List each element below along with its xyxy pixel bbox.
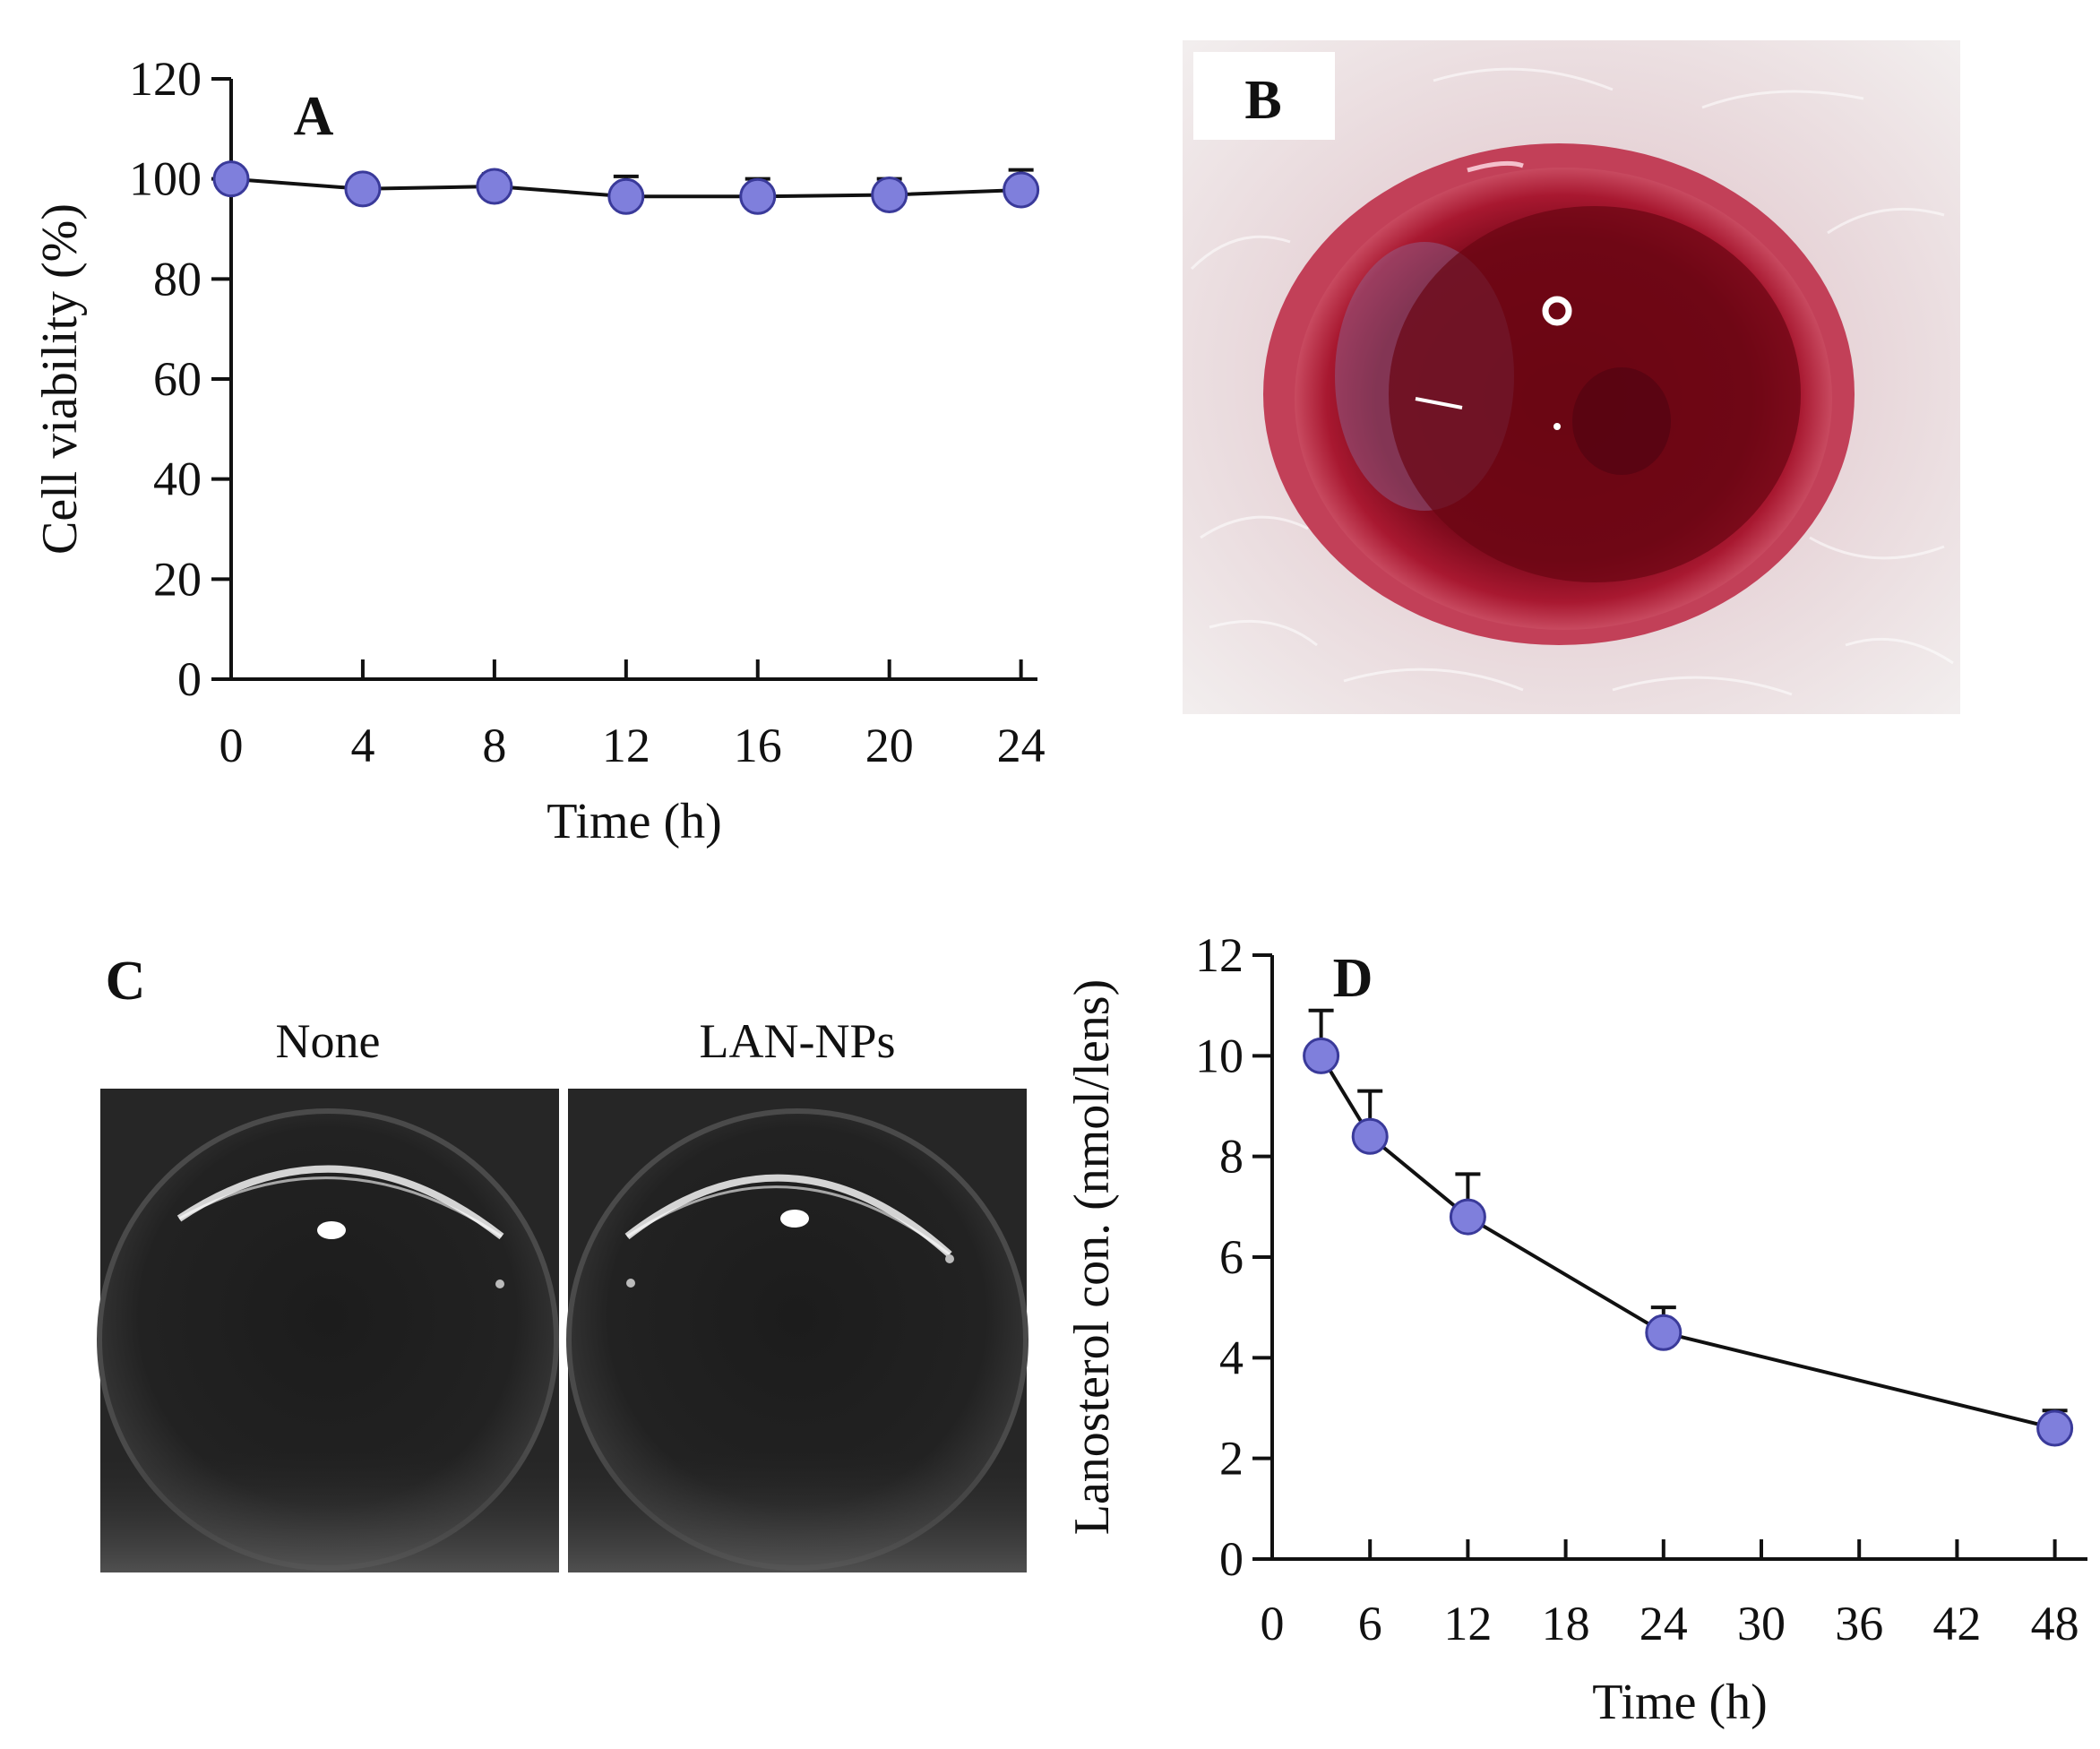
x-tick-label: 12 [602,719,650,772]
chart-title: A [294,86,334,147]
panel-b-label: B [1244,70,1281,131]
y-tick-label: 0 [1219,1532,1244,1586]
data-point [1303,1037,1340,1074]
specular-highlight [1542,296,1572,326]
y-axis-label: Cell viability (%) [32,203,88,555]
panel-c: C None LAN-NPs [97,951,1028,1572]
x-tick-label: 42 [1932,1597,1981,1650]
x-tick-label: 24 [997,719,1046,772]
data-point [1351,1117,1389,1155]
y-tick-label: 12 [1195,928,1244,982]
chart-a: 0 20 40 60 80 100 120 0 4 8 12 16 20 24 Time (h) Cell v… [32,52,1046,849]
data-point [1645,1314,1683,1351]
series-line [1319,1055,2056,1430]
data-point [212,160,250,198]
data-point [344,170,382,208]
data-point [1449,1198,1486,1236]
x-tick-label: 16 [734,719,782,772]
x-tick-label: 4 [350,719,374,772]
fur-strands [1190,67,1954,696]
x-tick-label: 12 [1443,1597,1492,1650]
x-tick-label: 18 [1542,1597,1590,1650]
x-tick-label: 0 [1261,1597,1285,1650]
panel-b-eye-photo: B [1183,40,1960,714]
y-tick-label: 100 [129,152,202,206]
y-tick-label: 6 [1219,1230,1244,1284]
y-tick-label: 40 [153,452,202,506]
x-tick-label: 48 [2031,1597,2079,1650]
corneal-highlight-arc [1467,160,1524,173]
data-point [739,177,777,215]
x-tick-label: 6 [1358,1597,1382,1650]
data-point [2036,1409,2074,1447]
x-tick-label: 24 [1640,1597,1688,1650]
reflection-dot [1553,423,1561,430]
y-tick-label: 2 [1219,1432,1244,1486]
x-tick-label: 8 [482,719,506,772]
reflection-streak [1415,397,1463,409]
x-tick-label: 36 [1835,1597,1883,1650]
lens-image-lan-nps [566,1089,1028,1572]
y-tick-label: 120 [129,52,202,106]
panel-b-label-box [1193,52,1335,140]
y-tick-label: 0 [177,652,202,706]
lens-image-none [97,1089,559,1572]
y-tick-label: 80 [153,252,202,306]
y-axis-label: Lanosterol con. (nmol/lens) [1064,979,1120,1536]
data-point [476,168,513,205]
x-tick-label: 30 [1737,1597,1786,1650]
y-tick-label: 20 [153,552,202,606]
chart-title: D [1333,948,1373,1009]
x-axis-label: Time (h) [1592,1675,1768,1730]
x-tick-label: 0 [219,719,244,772]
y-tick-label: 60 [153,352,202,406]
panel-c-right-title: LAN-NPs [699,1014,895,1068]
data-point [871,177,908,214]
lens-shadow [1572,367,1671,475]
panel-c-left-title: None [276,1014,381,1068]
y-tick-label: 10 [1195,1029,1244,1082]
y-tick-label: 4 [1219,1331,1244,1384]
panel-c-label: C [106,951,146,1012]
data-point [1003,171,1040,209]
data-point [607,177,645,215]
y-tick-label: 8 [1219,1130,1244,1184]
x-axis-label: Time (h) [547,794,722,849]
x-tick-label: 20 [865,719,914,772]
